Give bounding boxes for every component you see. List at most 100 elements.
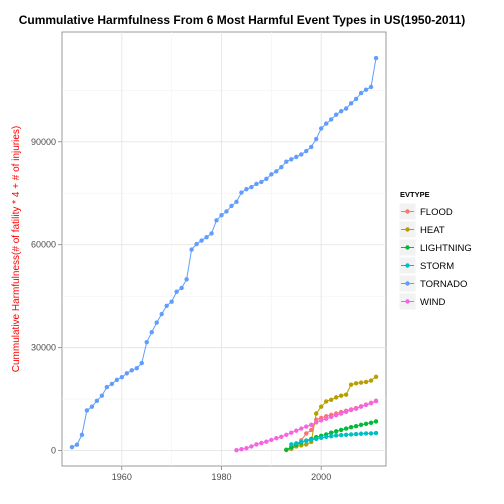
data-point — [374, 375, 378, 379]
data-point — [359, 380, 363, 384]
data-point — [244, 187, 248, 191]
data-point — [140, 361, 144, 365]
data-point — [264, 177, 268, 181]
legend-label: HEAT — [420, 225, 445, 236]
y-tick-label: 0 — [51, 446, 56, 456]
data-point — [324, 121, 328, 125]
data-point — [284, 448, 288, 452]
data-point — [364, 431, 368, 435]
data-point — [284, 159, 288, 163]
data-point — [100, 393, 104, 397]
data-point — [364, 380, 368, 384]
data-point — [314, 437, 318, 441]
data-point — [279, 435, 283, 439]
data-point — [344, 426, 348, 430]
data-point — [354, 97, 358, 101]
data-point — [174, 290, 178, 294]
data-point — [264, 439, 268, 443]
data-point — [324, 435, 328, 439]
data-point — [234, 200, 238, 204]
data-point — [369, 421, 373, 425]
data-point — [369, 401, 373, 405]
data-point — [339, 411, 343, 415]
data-point — [349, 425, 353, 429]
data-point — [284, 433, 288, 437]
data-point — [224, 209, 228, 213]
data-point — [374, 419, 378, 423]
data-point — [309, 438, 313, 442]
data-point — [289, 442, 293, 446]
data-point — [209, 231, 213, 235]
data-point — [234, 448, 238, 452]
legend-item-storm: STORM — [399, 257, 454, 274]
x-tick-label: 1960 — [112, 472, 132, 482]
data-point — [279, 165, 283, 169]
x-tick-label: 1980 — [211, 472, 231, 482]
data-point — [299, 152, 303, 156]
data-point — [85, 408, 89, 412]
data-point — [219, 213, 223, 217]
data-point — [135, 366, 139, 370]
data-point — [239, 190, 243, 194]
data-point — [334, 395, 338, 399]
data-point — [314, 411, 318, 415]
data-point — [120, 375, 124, 379]
data-point — [249, 185, 253, 189]
data-point — [179, 286, 183, 290]
data-point — [304, 424, 308, 428]
data-point — [299, 426, 303, 430]
data-point — [304, 439, 308, 443]
data-point — [80, 433, 84, 437]
data-point — [359, 91, 363, 95]
data-point — [254, 182, 258, 186]
data-point — [269, 438, 273, 442]
data-point — [359, 432, 363, 436]
legend-key-point — [405, 227, 409, 231]
data-point — [349, 408, 353, 412]
data-point — [329, 398, 333, 402]
data-point — [249, 444, 253, 448]
data-point — [110, 382, 114, 386]
legend-item-wind: WIND — [399, 293, 445, 310]
data-point — [229, 204, 233, 208]
data-point — [349, 101, 353, 105]
data-point — [294, 155, 298, 159]
data-point — [244, 446, 248, 450]
data-point — [309, 423, 313, 427]
data-point — [324, 399, 328, 403]
legend-item-flood: FLOOD — [399, 203, 453, 220]
data-point — [254, 442, 258, 446]
data-point — [150, 330, 154, 334]
data-point — [364, 422, 368, 426]
legend-key-point — [405, 245, 409, 249]
data-point — [359, 404, 363, 408]
data-point — [319, 126, 323, 130]
data-point — [369, 431, 373, 435]
data-point — [184, 277, 188, 281]
data-point — [259, 180, 263, 184]
data-point — [319, 404, 323, 408]
data-point — [329, 434, 333, 438]
data-point — [329, 415, 333, 419]
legend: EVTYPE FLOOD HEAT LIGHTNING STORM TORNADO WIN… — [399, 190, 472, 310]
data-point — [344, 410, 348, 414]
data-point — [359, 423, 363, 427]
data-point — [95, 399, 99, 403]
legend-title: EVTYPE — [400, 190, 430, 199]
legend-item-heat: HEAT — [399, 221, 445, 238]
data-point — [194, 242, 198, 246]
legend-key-point — [405, 299, 409, 303]
data-point — [199, 238, 203, 242]
data-point — [239, 447, 243, 451]
data-point — [339, 433, 343, 437]
data-point — [369, 85, 373, 89]
data-point — [344, 392, 348, 396]
y-tick-label: 60000 — [31, 240, 56, 250]
data-point — [274, 169, 278, 173]
data-point — [299, 440, 303, 444]
data-point — [349, 432, 353, 436]
data-point — [259, 441, 263, 445]
data-point — [164, 304, 168, 308]
data-point — [319, 418, 323, 422]
data-point — [214, 218, 218, 222]
